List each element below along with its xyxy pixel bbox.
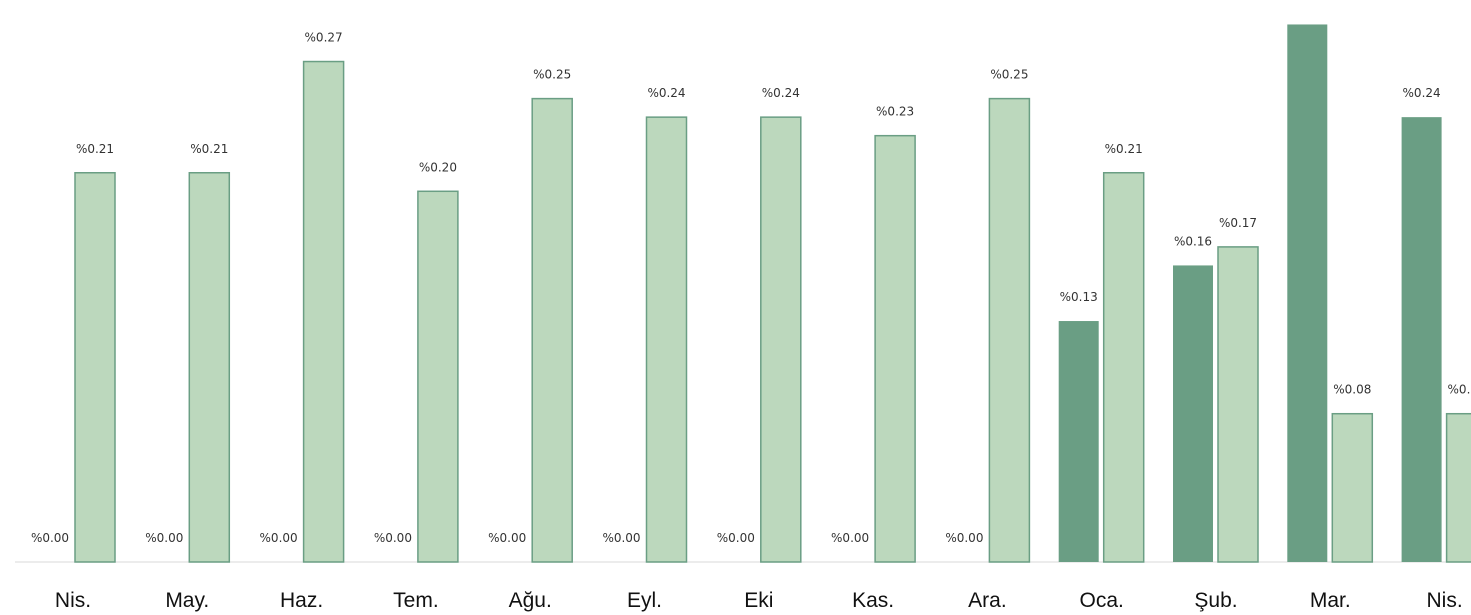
data-label-light-4: %0.25 [533, 68, 571, 82]
bar-series-light-10 [1217, 246, 1259, 563]
bar-series-light-8 [988, 97, 1031, 563]
bar-series-light-5 [645, 116, 688, 563]
bar-series-dark-11 [1287, 24, 1328, 562]
category-label-5: Eyl. [627, 589, 662, 612]
bar-series-dark-9 [1058, 321, 1099, 562]
bar-series-light-11 [1331, 412, 1374, 563]
bars-group [74, 24, 1471, 563]
category-label-6: Eki [744, 589, 773, 612]
bar-series-light-0 [74, 172, 116, 563]
data-label-dark-10: %0.16 [1174, 234, 1212, 248]
bar-series-light-2 [302, 60, 345, 563]
category-label-3: Tem. [393, 589, 439, 612]
data-label-light-6: %0.24 [762, 86, 800, 100]
data-label-light-9: %0.21 [1105, 142, 1143, 156]
data-label-dark-12: %0.24 [1403, 86, 1441, 100]
category-label-11: Mar. [1310, 589, 1351, 612]
data-label-dark-1: %0.00 [145, 531, 183, 545]
data-label-light-11: %0.08 [1333, 383, 1371, 397]
data-label-dark-3: %0.00 [374, 531, 412, 545]
category-label-7: Kas. [852, 589, 894, 612]
bar-series-light-9 [1102, 172, 1145, 563]
bar-series-light-6 [760, 116, 802, 563]
category-label-10: Şub. [1194, 589, 1237, 612]
data-label-light-1: %0.21 [190, 142, 228, 156]
data-labels-group: %0.00 %0.21 %0.00 %0.21 %0.00 %0.27 %0.00 %0.20… [31, 31, 1471, 545]
data-label-light-2: %0.27 [305, 31, 343, 45]
category-labels-group: Nis. May. Haz. Tem. Ağu. Eyl. Eki Kas. Ara. Oca. Ş… [55, 589, 1463, 612]
data-label-light-8: %0.25 [990, 68, 1028, 82]
bar-series-light-7 [874, 134, 916, 563]
category-label-1: May. [165, 589, 209, 612]
data-label-light-10: %0.17 [1219, 216, 1257, 230]
data-label-dark-8: %0.00 [945, 531, 983, 545]
data-label-dark-9: %0.13 [1060, 290, 1098, 304]
bar-series-light-3 [417, 190, 459, 563]
data-label-dark-7: %0.00 [831, 531, 869, 545]
category-label-8: Ara. [968, 589, 1007, 612]
data-label-dark-0: %0.00 [31, 531, 69, 545]
bar-series-light-4 [531, 97, 573, 563]
data-label-light-12: %0.08 [1448, 383, 1471, 397]
data-label-dark-5: %0.00 [602, 531, 640, 545]
category-label-4: Ağu. [509, 589, 552, 612]
category-label-9: Oca. [1080, 589, 1124, 612]
data-label-dark-2: %0.00 [260, 531, 298, 545]
data-label-light-0: %0.21 [76, 142, 114, 156]
bar-series-dark-12 [1401, 117, 1442, 563]
data-label-dark-4: %0.00 [488, 531, 526, 545]
data-label-light-7: %0.23 [876, 105, 914, 119]
bar-series-dark-10 [1173, 265, 1213, 562]
category-label-0: Nis. [55, 589, 91, 612]
category-label-12: Nis. [1427, 589, 1463, 612]
bar-series-light-1 [188, 172, 231, 563]
data-label-light-5: %0.24 [647, 86, 685, 100]
data-label-dark-6: %0.00 [717, 531, 755, 545]
bar-series-light-12 [1445, 412, 1471, 563]
category-label-2: Haz. [280, 589, 323, 612]
data-label-light-3: %0.20 [419, 160, 457, 174]
